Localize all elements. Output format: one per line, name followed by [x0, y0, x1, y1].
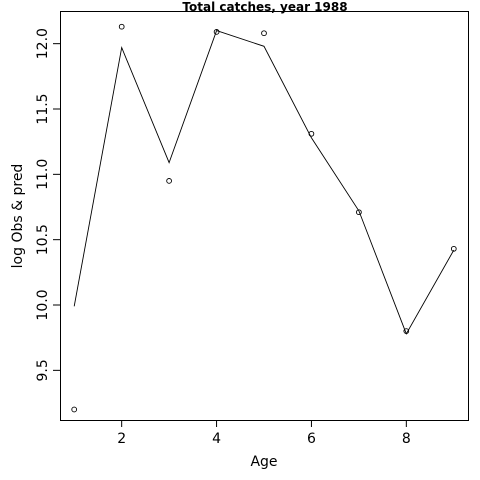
y-tick-label-0: 9.5 [35, 359, 51, 381]
y-tick-label-5: 12.0 [35, 28, 51, 59]
predicted-series [73, 30, 455, 335]
observed-point-age-9 [450, 245, 457, 252]
observed-point-age-4 [213, 29, 220, 35]
observed-point-age-2 [118, 23, 125, 30]
x-tick-label-8: 8 [402, 431, 411, 447]
y-axis: 9.5 10.0 10.5 11.0 11.5 12.0 [35, 28, 60, 381]
observed-point-age-7 [356, 209, 362, 216]
plot-frame [60, 11, 469, 421]
observed-series [71, 23, 457, 413]
y-tick-label-2: 10.5 [35, 224, 51, 255]
y-tick-label-3: 11.0 [35, 159, 51, 190]
x-tick-label-2: 2 [117, 431, 126, 447]
x-axis: 2 4 6 8 [117, 420, 411, 447]
x-tick-label-4: 4 [212, 431, 221, 447]
observed-point-age-3 [166, 178, 172, 184]
x-tick-label-6: 6 [307, 431, 316, 447]
observed-point-age-1 [71, 406, 78, 413]
y-tick-label-4: 11.5 [35, 93, 51, 124]
y-axis-title: log Obs & pred [10, 164, 26, 269]
observed-point-age-8 [403, 328, 410, 334]
chart-title: Total catches, year 1988 [182, 0, 347, 14]
x-axis-title: Age [250, 454, 277, 470]
observed-point-age-6 [308, 130, 315, 137]
y-tick-label-1: 10.0 [35, 289, 51, 320]
predicted-line [73, 30, 455, 335]
observed-point-age-5 [261, 30, 267, 37]
